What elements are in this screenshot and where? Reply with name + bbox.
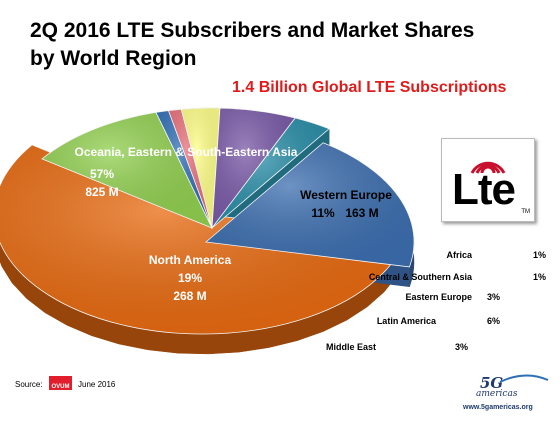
source-date: June 2016	[78, 380, 116, 389]
slice-shine-6	[212, 118, 330, 228]
label-western-europe-name: Western Europe	[300, 188, 392, 202]
chart-title: 2Q 2016 LTE Subscribers and Market Share…	[30, 19, 475, 70]
brand-sub: americas	[476, 389, 518, 399]
label-western-europe-percent: 11%	[311, 206, 335, 220]
callout-central-southern-asia-name: Central & Southern Asia	[369, 272, 473, 282]
ovum-logo-text: OVUM	[51, 384, 70, 390]
slice-shine-1	[42, 112, 212, 228]
lte-logo-text: Lte	[452, 165, 516, 214]
label-oceania-value: 825 M	[85, 185, 118, 199]
slice-shine-3	[168, 109, 212, 228]
callout-africa-name: Africa	[446, 250, 473, 260]
slice-shine-2	[156, 110, 212, 228]
label-north-america-value: 268 M	[173, 289, 206, 303]
label-north-america-name: North America	[149, 253, 232, 267]
globe-swoosh-icon	[499, 374, 549, 383]
label-western-europe-value: 163 M	[345, 206, 378, 220]
slice-shine-4	[181, 108, 220, 228]
callout-eastern-europe-percent: 3%	[487, 292, 500, 302]
brand-name: 5G	[480, 374, 504, 392]
ovum-logo: OVUM	[49, 376, 72, 390]
callout-middle-east-name: Middle East	[326, 342, 376, 352]
chart-subtitle: 1.4 Billion Global LTE Subscriptions	[232, 79, 507, 96]
source-label: Source:	[15, 380, 43, 389]
label-north-america-percent: 19%	[178, 271, 202, 285]
signal-waves-icon	[470, 161, 506, 174]
lte-logo: Lte TM	[441, 138, 535, 222]
slice-shine-7	[206, 142, 415, 267]
slice-shine-5	[212, 108, 296, 228]
callout-latin-america-percent: 6%	[487, 316, 500, 326]
slice-shine-0	[0, 144, 406, 335]
brand-url: www.5gamericas.org	[463, 404, 533, 411]
label-oceania-percent: 57%	[90, 167, 114, 181]
callout-eastern-europe-name: Eastern Europe	[405, 292, 472, 302]
callout-central-southern-asia-percent: 1%	[533, 272, 546, 282]
callout-latin-america-name: Latin America	[377, 316, 437, 326]
callout-middle-east-percent: 3%	[455, 342, 468, 352]
5g-americas-logo: 5G americas www.5gamericas.org	[463, 374, 550, 411]
trademark: TM	[521, 209, 530, 215]
label-oceania-name: Oceania, Eastern & South-Eastern Asia	[75, 145, 298, 159]
callout-africa-percent: 1%	[533, 250, 546, 260]
